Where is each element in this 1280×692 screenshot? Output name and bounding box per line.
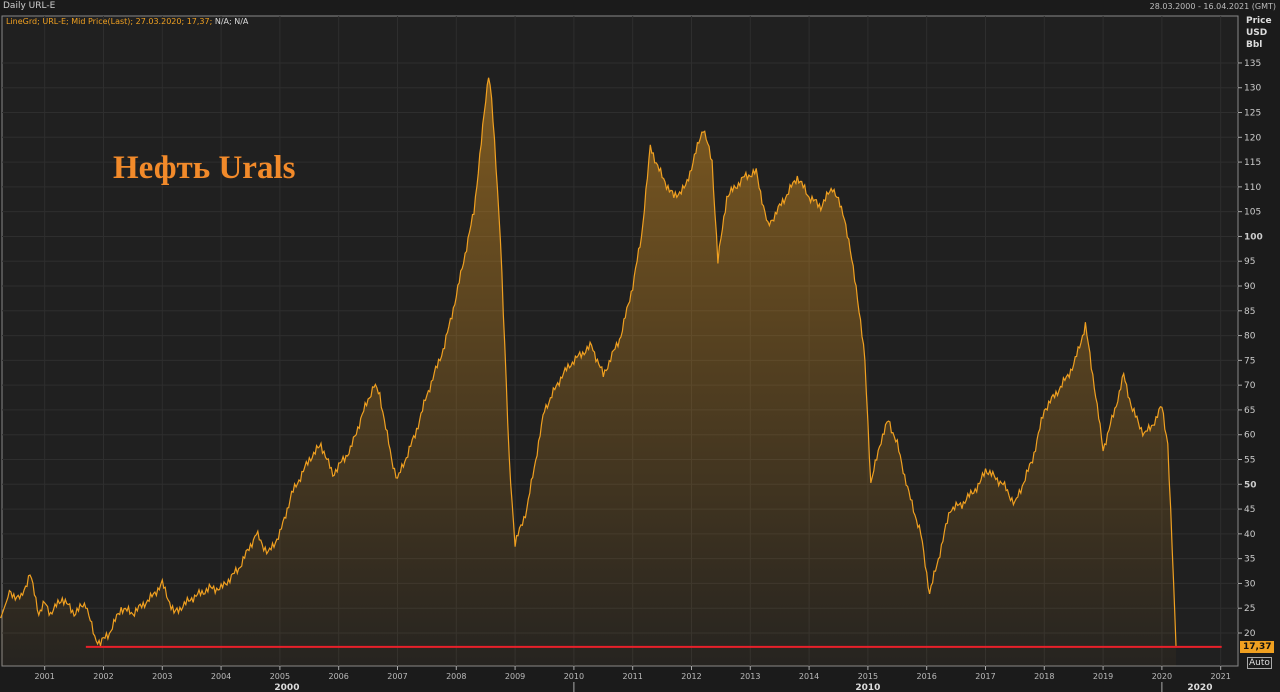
y-tick-label: 115 [1244, 158, 1261, 168]
x-tick-label: 2015 [858, 672, 878, 681]
x-tick-label: 2013 [740, 672, 760, 681]
header-bar: Daily URL-E 28.03.2000 - 16.04.2021 (GMT… [0, 0, 1280, 14]
legend-series: LineGrd; URL-E; Mid Price(Last); 27.03.2… [6, 17, 213, 26]
y-tick-label: 45 [1244, 505, 1255, 515]
x-tick-label: 2008 [446, 672, 466, 681]
x-tick-label: 2004 [211, 672, 231, 681]
y-axis-label: USD [1246, 28, 1267, 38]
y-tick-label: 60 [1244, 431, 1256, 441]
y-tick-label: 100 [1244, 232, 1263, 242]
decade-label: 2020 [1187, 683, 1212, 692]
y-axis-label: Price [1246, 16, 1272, 26]
x-tick-label: 2010 [564, 672, 584, 681]
last-value-label: 17,37 [1240, 641, 1275, 653]
x-tick-label: 2006 [329, 672, 349, 681]
y-tick-label: 130 [1244, 84, 1261, 94]
y-axis-label: Bbl [1246, 40, 1262, 50]
y-tick-label: 40 [1244, 530, 1256, 540]
y-tick-label: 90 [1244, 282, 1256, 292]
decade-label: 2010 [855, 683, 880, 692]
y-tick-label: 20 [1244, 629, 1256, 639]
date-range: 28.03.2000 - 16.04.2021 (GMT) [1149, 2, 1276, 11]
x-tick-label: 2019 [1093, 672, 1113, 681]
y-tick-label: 25 [1244, 604, 1255, 614]
y-tick-label: 30 [1244, 579, 1256, 589]
annotation: Нефть Urals [113, 150, 296, 186]
y-tick-label: 35 [1244, 555, 1255, 565]
y-tick-label: 120 [1244, 133, 1261, 143]
decade-label: 2000 [274, 683, 299, 692]
y-tick-label: 50 [1244, 480, 1257, 490]
x-tick-label: 2009 [505, 672, 525, 681]
y-tick-label: 105 [1244, 208, 1261, 218]
chart-title: Daily URL-E [3, 1, 56, 11]
x-tick-label: 2018 [1034, 672, 1054, 681]
y-tick-label: 85 [1244, 307, 1255, 317]
x-tick-label: 2002 [93, 672, 113, 681]
x-tick-label: 2005 [270, 672, 290, 681]
price-area [0, 77, 1177, 666]
legend-na: N/A; N/A [214, 17, 249, 26]
x-tick-label: 2016 [917, 672, 937, 681]
auto-scale-button[interactable]: Auto [1247, 657, 1272, 669]
y-tick-label: 110 [1244, 183, 1261, 193]
x-tick-label: 2011 [623, 672, 643, 681]
price-line [0, 77, 1177, 647]
y-tick-label: 70 [1244, 381, 1256, 391]
x-tick-label: 2012 [681, 672, 701, 681]
x-tick-label: 2003 [152, 672, 172, 681]
y-tick-label: 65 [1244, 406, 1255, 416]
y-tick-label: 135 [1244, 59, 1261, 69]
x-tick-label: 2014 [799, 672, 819, 681]
y-tick-label: 125 [1244, 109, 1261, 119]
x-tick-label: 2017 [975, 672, 995, 681]
y-tick-label: 55 [1244, 456, 1255, 466]
y-tick-label: 80 [1244, 332, 1256, 342]
x-tick-label: 2007 [387, 672, 407, 681]
x-tick-label: 2021 [1211, 672, 1231, 681]
x-tick-label: 2020 [1152, 672, 1172, 681]
y-tick-label: 95 [1244, 257, 1255, 267]
x-tick-label: 2001 [35, 672, 55, 681]
y-tick-label: 75 [1244, 356, 1255, 366]
legend: LineGrd; URL-E; Mid Price(Last); 27.03.2… [6, 17, 248, 26]
